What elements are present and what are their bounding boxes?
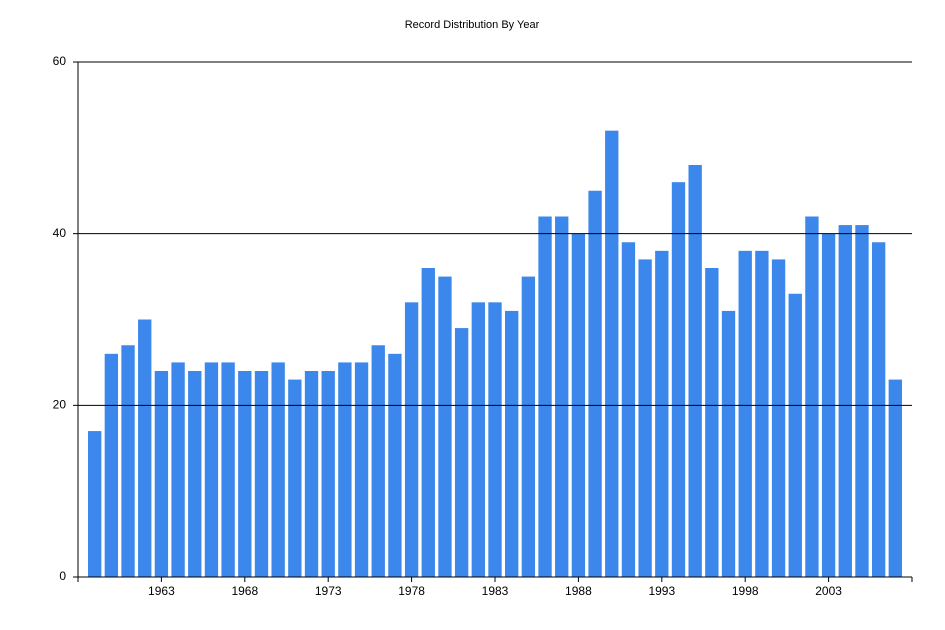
bar: [454, 328, 469, 577]
bar: [805, 216, 819, 577]
bar: [655, 250, 669, 578]
bar: [404, 302, 419, 577]
bar: [254, 371, 269, 577]
bar: [271, 362, 285, 577]
x-tick-label: 1983: [482, 584, 509, 598]
bar: [421, 268, 435, 577]
bar: [888, 379, 902, 577]
bar: [338, 362, 352, 577]
bar: [838, 225, 852, 578]
bar: [304, 371, 319, 577]
bar: [154, 371, 169, 577]
bar: [505, 310, 519, 577]
bar: [188, 371, 202, 577]
bar: [204, 362, 219, 577]
bar: [755, 250, 769, 578]
bar: [288, 379, 302, 577]
x-tick-label: 1993: [648, 584, 675, 598]
x-tick-label: 1978: [398, 584, 425, 598]
bar: [388, 353, 402, 577]
x-tick-label: 1968: [231, 584, 258, 598]
bar: [771, 259, 786, 577]
bar: [238, 371, 252, 577]
bar: [605, 130, 619, 577]
x-tick-label: 2003: [815, 584, 842, 598]
x-tick-label: 1973: [315, 584, 342, 598]
bar: [171, 362, 185, 577]
bar: [788, 293, 802, 577]
x-tick-label: 1998: [732, 584, 759, 598]
bar: [671, 182, 686, 577]
bar: [638, 259, 652, 577]
y-tick-label: 60: [53, 54, 67, 68]
bar: [721, 310, 736, 577]
bar: [538, 216, 552, 577]
bar: [521, 276, 536, 577]
bar: [688, 165, 702, 577]
bar: [438, 276, 452, 577]
bar: [555, 216, 569, 577]
bar: [138, 319, 152, 577]
bar: [705, 268, 719, 577]
bar: [321, 371, 335, 577]
bar: [488, 302, 502, 577]
bar: [371, 345, 385, 577]
bar: [104, 353, 119, 577]
bar: [738, 250, 752, 578]
chart-title: Record Distribution By Year: [405, 19, 540, 31]
bar: [354, 362, 369, 577]
bar: [871, 242, 886, 577]
y-tick-label: 0: [59, 569, 66, 583]
x-tick-label: 1963: [148, 584, 175, 598]
bar: [621, 242, 636, 577]
y-tick-label: 40: [53, 226, 67, 240]
bar: [121, 345, 135, 577]
y-tick-label: 20: [53, 398, 67, 412]
x-tick-label: 1988: [565, 584, 592, 598]
bar: [88, 431, 102, 577]
bar: [855, 225, 869, 578]
bar: [221, 362, 235, 577]
bar: [471, 302, 485, 577]
bar: [588, 190, 602, 577]
